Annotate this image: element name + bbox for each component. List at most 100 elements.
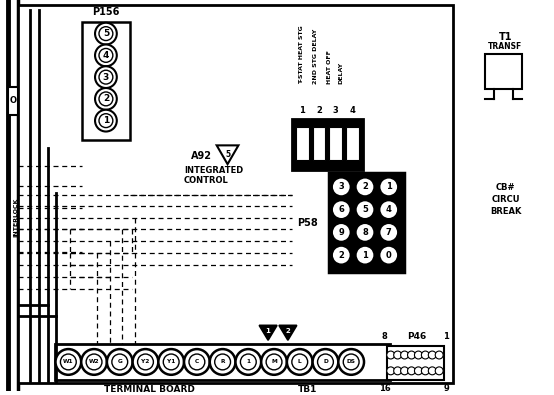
Circle shape: [95, 23, 117, 45]
Circle shape: [137, 354, 153, 370]
Circle shape: [261, 349, 287, 375]
Circle shape: [132, 349, 158, 375]
Circle shape: [356, 177, 375, 196]
Circle shape: [422, 367, 429, 375]
Text: 2: 2: [103, 94, 109, 103]
Circle shape: [387, 367, 394, 375]
Text: 1: 1: [362, 251, 368, 260]
Bar: [312, 126, 325, 160]
Text: P58: P58: [297, 218, 318, 228]
Text: BREAK: BREAK: [490, 207, 521, 216]
Circle shape: [379, 177, 398, 196]
Text: 5: 5: [103, 29, 109, 38]
Circle shape: [210, 349, 235, 375]
Circle shape: [435, 351, 443, 359]
Text: 5: 5: [225, 150, 230, 159]
Bar: [485, 55, 522, 89]
Text: A92: A92: [191, 151, 212, 161]
Circle shape: [394, 351, 402, 359]
Text: 9: 9: [338, 228, 344, 237]
Text: 4: 4: [386, 205, 392, 214]
Text: 1: 1: [266, 328, 270, 334]
Bar: [330, 173, 403, 272]
Circle shape: [338, 349, 364, 375]
Bar: [296, 126, 309, 160]
Circle shape: [235, 349, 261, 375]
Text: 7: 7: [386, 228, 392, 237]
Text: W2: W2: [89, 359, 99, 365]
Text: DELAY: DELAY: [339, 62, 344, 84]
Circle shape: [112, 354, 127, 370]
Circle shape: [158, 349, 184, 375]
Text: DS: DS: [347, 359, 356, 365]
Circle shape: [379, 200, 398, 219]
Circle shape: [387, 351, 394, 359]
Text: P46: P46: [407, 332, 426, 341]
Bar: [292, 118, 363, 170]
Circle shape: [81, 349, 107, 375]
Text: CIRCU: CIRCU: [491, 195, 520, 204]
Text: TRANSF: TRANSF: [488, 41, 522, 51]
Text: Y2: Y2: [141, 359, 150, 365]
Circle shape: [356, 223, 375, 242]
Text: 1: 1: [443, 332, 449, 341]
Text: 16: 16: [379, 384, 391, 393]
Text: 1: 1: [386, 182, 392, 192]
Circle shape: [428, 351, 436, 359]
Text: 8: 8: [382, 332, 388, 341]
Circle shape: [99, 49, 113, 62]
Bar: [82, 22, 130, 141]
Text: 4: 4: [350, 106, 356, 115]
Circle shape: [287, 349, 312, 375]
Text: 4: 4: [102, 51, 109, 60]
Circle shape: [240, 354, 257, 370]
Circle shape: [422, 351, 429, 359]
Text: T-STAT HEAT STG: T-STAT HEAT STG: [299, 25, 304, 84]
Text: 2: 2: [338, 251, 344, 260]
Circle shape: [189, 354, 205, 370]
Circle shape: [99, 27, 113, 41]
Polygon shape: [279, 325, 297, 340]
Circle shape: [343, 354, 359, 370]
Circle shape: [414, 367, 422, 375]
Circle shape: [356, 246, 375, 265]
Circle shape: [292, 354, 307, 370]
Text: 9: 9: [443, 384, 449, 393]
Text: 1: 1: [103, 116, 109, 125]
Bar: [8, 87, 18, 115]
Circle shape: [55, 349, 81, 375]
Bar: [18, 5, 453, 383]
Circle shape: [435, 367, 443, 375]
Circle shape: [215, 354, 230, 370]
Circle shape: [428, 367, 436, 375]
Text: M: M: [271, 359, 277, 365]
Circle shape: [408, 351, 416, 359]
Text: 2: 2: [285, 328, 290, 334]
Text: CB#: CB#: [496, 183, 515, 192]
Circle shape: [408, 367, 416, 375]
Circle shape: [99, 114, 113, 128]
Text: 3: 3: [103, 73, 109, 82]
Circle shape: [99, 70, 113, 84]
Text: 1: 1: [247, 359, 250, 365]
Text: TB1: TB1: [298, 385, 317, 394]
Circle shape: [332, 223, 351, 242]
Text: 3: 3: [333, 106, 338, 115]
Text: HEAT OFF: HEAT OFF: [327, 50, 332, 84]
Text: 2: 2: [316, 106, 322, 115]
Text: L: L: [298, 359, 301, 365]
Circle shape: [317, 354, 334, 370]
Text: 2ND STG DELAY: 2ND STG DELAY: [313, 29, 318, 84]
Circle shape: [95, 66, 117, 88]
Text: O: O: [9, 96, 17, 105]
Text: DOOR
INTERLOCK: DOOR INTERLOCK: [8, 198, 18, 237]
Circle shape: [332, 246, 351, 265]
Text: D: D: [323, 359, 328, 365]
Text: 1: 1: [299, 106, 305, 115]
Text: 5: 5: [362, 205, 368, 214]
Circle shape: [332, 200, 351, 219]
Text: G: G: [117, 359, 122, 365]
Circle shape: [95, 88, 117, 110]
Circle shape: [95, 45, 117, 66]
Circle shape: [401, 367, 408, 375]
